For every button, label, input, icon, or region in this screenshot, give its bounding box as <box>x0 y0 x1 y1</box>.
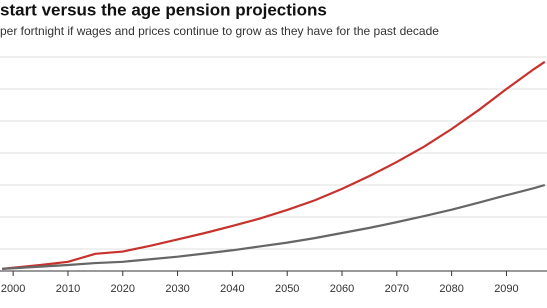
x-tick-label: 2080 <box>439 283 463 295</box>
x-tick-label: 2050 <box>275 283 299 295</box>
x-tick-label: 2070 <box>385 283 409 295</box>
x-tick-label: 2000 <box>1 283 25 295</box>
x-tick-label: 2040 <box>220 283 244 295</box>
chart-title: start versus the age pension projections <box>0 0 327 19</box>
series-line <box>2 60 546 270</box>
x-tick-label: 2010 <box>56 283 80 295</box>
x-tick-label: 2090 <box>494 283 518 295</box>
series-line <box>2 183 546 270</box>
x-tick-label: 2030 <box>165 283 189 295</box>
x-tick-label: 2020 <box>111 283 135 295</box>
x-tick-label: 2060 <box>330 283 354 295</box>
chart-subtitle: per fortnight if wages and prices contin… <box>0 24 439 38</box>
